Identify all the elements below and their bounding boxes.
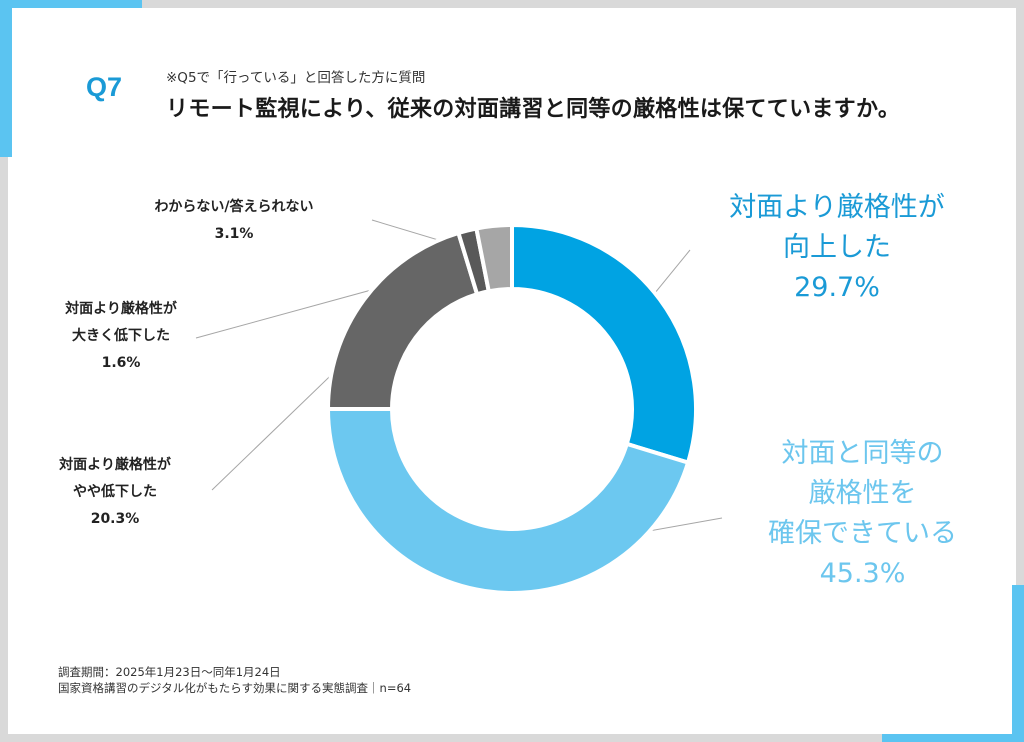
donut-slice-improved: [510, 222, 698, 466]
slice-label-text-slightly-decreased-0: 対面より厳格性が: [59, 457, 171, 473]
slice-value-equivalent: 45.3%: [819, 558, 906, 589]
slice-value-greatly-decreased: 1.6%: [101, 355, 141, 371]
slice-label-slightly-decreased: 対面より厳格性が やや低下した 20.3%: [40, 452, 190, 533]
corner-accent-top-left: [0, 0, 142, 8]
slice-label-greatly-decreased: 対面より厳格性が 大きく低下した 1.6%: [46, 296, 196, 377]
slice-value-slightly-decreased: 20.3%: [90, 511, 140, 527]
slice-label-text-greatly-decreased-1: 大きく低下した: [72, 328, 170, 344]
slice-label-text-equivalent-1: 厳格性を: [808, 478, 917, 509]
question-title: リモート監視により、従来の対面講習と同等の厳格性は保てていますか。: [166, 97, 901, 122]
donut-slice-equivalent: [325, 407, 691, 595]
donut-slice-unknown: [474, 222, 514, 294]
question-number: Q7: [86, 72, 123, 102]
slice-value-unknown: 3.1%: [214, 226, 254, 242]
slice-label-text-equivalent-2: 確保できている: [768, 518, 957, 549]
slice-label-text-improved-1: 向上した: [783, 232, 891, 263]
donut-slice-slightly-decreased: [325, 230, 480, 411]
survey-name: 国家資格講習のデジタル化がもたらす効果に関する実態調査｜n=64: [58, 681, 412, 695]
slice-label-improved: 対面より厳格性が 向上した 29.7%: [712, 188, 962, 308]
corner-accent-bottom-right-vertical: [1012, 585, 1024, 742]
slice-label-text-slightly-decreased-1: やや低下した: [73, 484, 157, 500]
survey-period: 調査期間：2025年1月23日～同年1月24日: [58, 665, 281, 679]
donut-slices: [325, 222, 698, 595]
slide-frame: [8, 8, 1016, 734]
slice-label-text-greatly-decreased-0: 対面より厳格性が: [65, 301, 177, 317]
corner-accent-top-left-vertical: [0, 0, 12, 157]
slice-label-text-equivalent-0: 対面と同等の: [781, 438, 944, 469]
slice-label-unknown: わからない/答えられない 3.1%: [118, 194, 350, 248]
slice-value-improved: 29.7%: [794, 272, 880, 303]
slice-label-text-improved-0: 対面より厳格性が: [729, 192, 945, 223]
slice-label-equivalent: 対面と同等の 厳格性を確保できている 45.3%: [745, 434, 980, 594]
slice-label-text-unknown-0: わからない/答えられない: [154, 199, 314, 215]
corner-accent-bottom-right: [882, 734, 1024, 742]
condition-note: ※Q5で「行っている」と回答した方に質問: [166, 70, 426, 86]
